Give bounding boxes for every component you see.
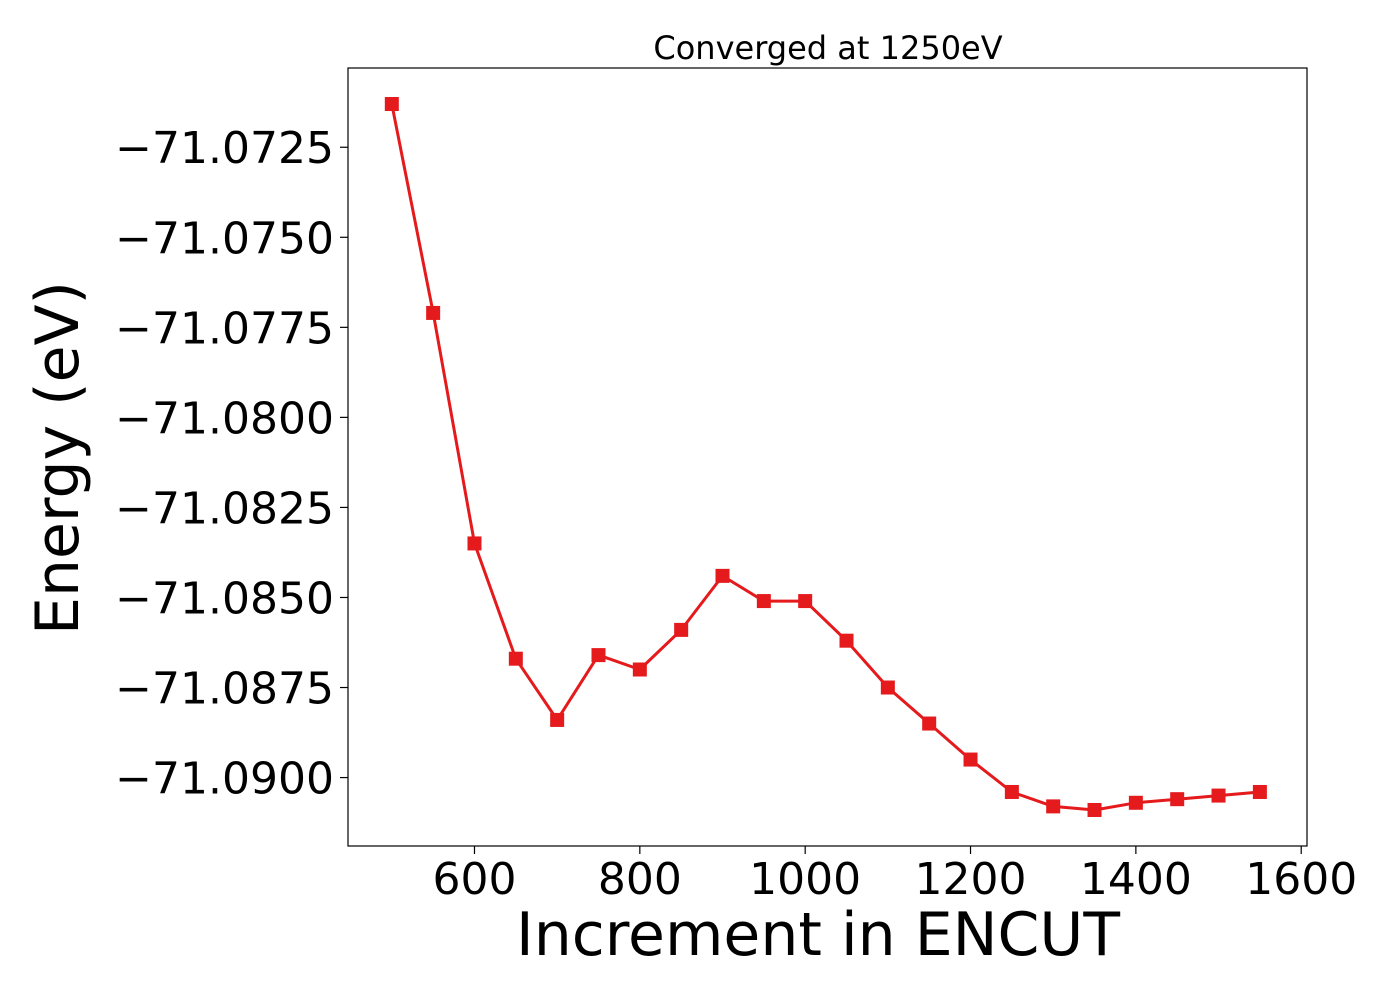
data-point-marker bbox=[1004, 784, 1019, 799]
x-axis-label: Increment in ENCUT bbox=[516, 900, 1120, 970]
y-tick-label: −71.0775 bbox=[115, 303, 334, 354]
data-point-marker bbox=[1211, 788, 1226, 803]
y-tick-label: −71.0800 bbox=[115, 393, 334, 444]
data-point-marker bbox=[426, 305, 441, 320]
data-point-marker bbox=[880, 680, 895, 695]
data-point-marker bbox=[674, 622, 689, 637]
y-axis: −71.0725 −71.0750 −71.0775 −71.0800 −71.0825… bbox=[115, 123, 348, 805]
x-tick-label: 1200 bbox=[915, 854, 1027, 905]
data-point-marker bbox=[591, 648, 606, 663]
data-point-marker bbox=[963, 752, 978, 767]
y-tick-label: −71.0750 bbox=[115, 213, 334, 264]
x-axis: 600 800 1000 1200 1400 1600 bbox=[432, 846, 1357, 905]
chart-title: Converged at 1250eV bbox=[653, 29, 1002, 67]
data-point-marker bbox=[1252, 784, 1267, 799]
data-point-marker bbox=[839, 633, 854, 648]
y-tick-label: −71.0875 bbox=[115, 664, 334, 715]
data-point-marker bbox=[550, 712, 565, 727]
data-point-marker bbox=[715, 568, 730, 583]
data-point-marker bbox=[384, 97, 399, 112]
data-point-marker bbox=[632, 662, 647, 677]
y-tick-label: −71.0900 bbox=[115, 754, 334, 805]
data-point-marker bbox=[1170, 792, 1185, 807]
data-point-marker bbox=[756, 594, 771, 609]
x-tick-label: 1400 bbox=[1080, 854, 1192, 905]
y-tick-label: −71.0725 bbox=[115, 123, 334, 174]
x-tick-label: 800 bbox=[598, 854, 682, 905]
data-point-marker bbox=[922, 716, 937, 731]
x-tick-label: 1000 bbox=[749, 854, 861, 905]
y-tick-label: −71.0850 bbox=[115, 573, 334, 624]
data-point-marker bbox=[798, 594, 813, 609]
data-point-marker bbox=[508, 651, 523, 666]
data-point-marker bbox=[467, 536, 482, 551]
plot-area-frame bbox=[347, 67, 1308, 847]
y-tick-label: −71.0825 bbox=[115, 483, 334, 534]
data-point-marker bbox=[1128, 795, 1143, 810]
x-tick-label: 1600 bbox=[1245, 854, 1357, 905]
series-line bbox=[390, 103, 1261, 812]
series-layer bbox=[384, 97, 1267, 817]
data-point-marker bbox=[1087, 802, 1102, 817]
x-tick-label: 600 bbox=[432, 854, 516, 905]
y-axis-label: Energy (eV) bbox=[23, 281, 93, 635]
data-point-marker bbox=[1046, 799, 1061, 814]
